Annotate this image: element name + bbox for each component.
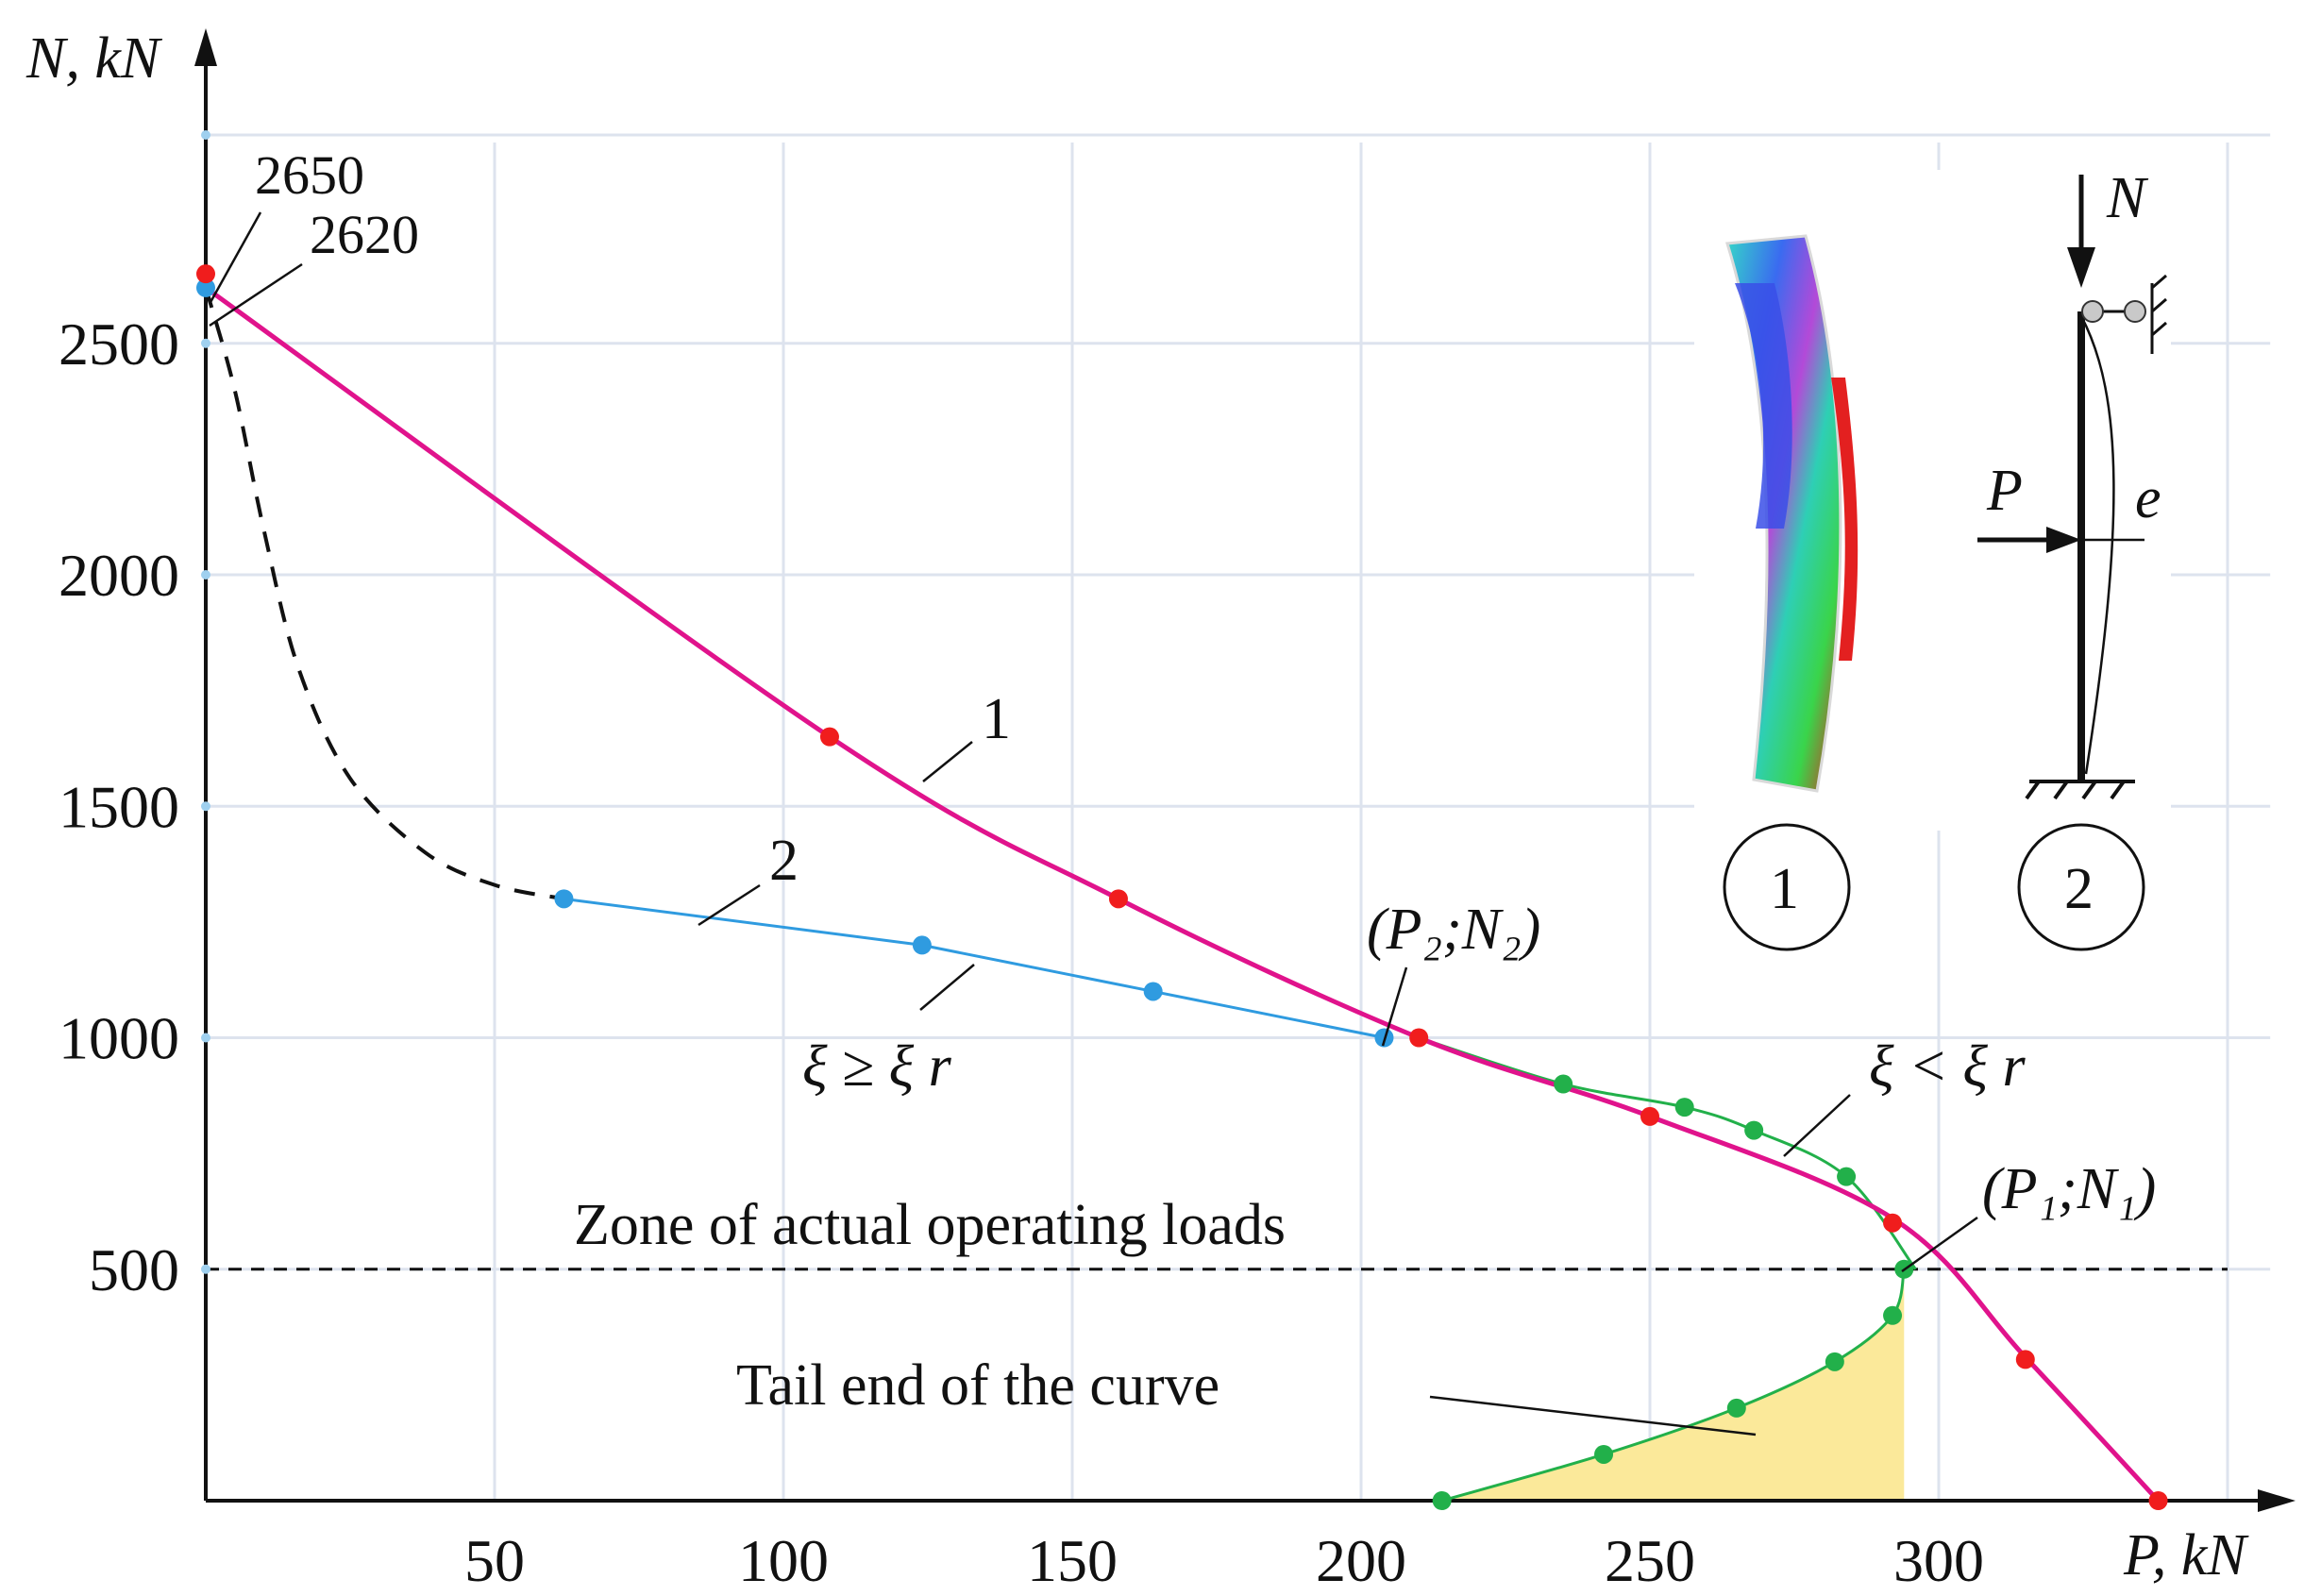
- data-point-green-tail: [1726, 1398, 1746, 1418]
- y-tick-dot: [201, 1264, 210, 1274]
- x-tick-label: 300: [1893, 1527, 1984, 1594]
- leader-xi-ge: [919, 964, 975, 1011]
- leader-tail: [1429, 1395, 1757, 1436]
- data-point-green-upper: [1674, 1098, 1694, 1117]
- scheme-deflected-shape: [2079, 315, 2115, 775]
- data-point-1: [2148, 1491, 2168, 1510]
- y-axis-arrow: [194, 28, 217, 66]
- label-p1n1: (P₁;N₁): [1982, 1157, 2156, 1221]
- data-point-1: [1409, 1028, 1429, 1048]
- label-curve-2: 2: [769, 829, 799, 893]
- y-tick-label: 500: [89, 1236, 179, 1303]
- label-2650: 2650: [255, 144, 364, 206]
- y-tick-label: 1000: [59, 1005, 179, 1072]
- scheme-P-arrowhead-icon: [2046, 527, 2081, 553]
- label-p2n2: (P₂;N₂): [1367, 898, 1540, 962]
- y-tick-label: 2000: [59, 542, 179, 609]
- scheme-e-label: e: [2135, 466, 2161, 530]
- fea-red-strip: [1831, 378, 1858, 661]
- leader-p1n1: [1901, 1216, 1978, 1273]
- series-line-green-upper: [1418, 1036, 1917, 1270]
- data-point-1: [1108, 889, 1128, 909]
- y-tick-dot: [201, 338, 210, 348]
- leader-2620: [209, 262, 303, 328]
- leader-curve1: [922, 741, 973, 782]
- series-markers: [196, 264, 2168, 1510]
- y-tick-label: 1500: [59, 773, 179, 840]
- label-xi-ge: ξ ≥ ξ r: [802, 1034, 952, 1099]
- leader-2650: [208, 211, 262, 305]
- scheme-N-arrowhead-icon: [2067, 247, 2095, 288]
- y-tick-dot: [201, 130, 210, 141]
- data-point-1: [196, 264, 215, 284]
- data-point-green-tail: [1883, 1305, 1903, 1325]
- data-point-green-upper: [1554, 1074, 1573, 1094]
- data-point-green-tail: [1594, 1444, 1614, 1464]
- x-axis-arrow: [2258, 1489, 2296, 1512]
- x-tick-label: 200: [1316, 1527, 1406, 1594]
- label-zone: Zone of actual operating loads: [574, 1193, 1286, 1257]
- data-point-1: [819, 727, 839, 747]
- data-point-1: [2015, 1350, 2035, 1369]
- y-tick-label: 2500: [59, 311, 179, 378]
- scheme-P-label: P: [1986, 459, 2023, 523]
- y-tick-dot: [201, 801, 210, 812]
- data-point-green-upper: [1744, 1120, 1764, 1140]
- tail-end-shaded-area: [1441, 1268, 1905, 1501]
- leader-curve2: [698, 883, 761, 927]
- scheme-top-support: [2150, 274, 2167, 354]
- label-curve-1: 1: [982, 687, 1011, 751]
- y-tick-dot: [201, 1033, 210, 1043]
- scheme-background: [1888, 170, 2171, 831]
- data-point-2: [1143, 982, 1163, 1001]
- series-line-dashed: [204, 287, 564, 901]
- x-axis-title: P, kN: [2123, 1523, 2249, 1588]
- leader-xi-lt: [1783, 1094, 1851, 1157]
- inset-1-number: 1: [1770, 857, 1799, 921]
- x-tick-label: 50: [464, 1527, 525, 1594]
- label-xi-lt: ξ < ξ r: [1869, 1034, 2026, 1099]
- data-point-green-tail: [1825, 1352, 1844, 1371]
- y-axis-title: N, kN: [25, 26, 163, 91]
- inset-design-scheme: N P e 2: [1888, 166, 2171, 951]
- data-point-1: [1883, 1213, 1903, 1233]
- data-point-green-upper: [1837, 1167, 1857, 1186]
- scheme-hinge-left: [2081, 300, 2104, 323]
- data-point-1: [1640, 1106, 1659, 1126]
- data-point-2: [912, 935, 932, 955]
- x-tick-label: 100: [738, 1527, 829, 1594]
- fea-blue-zone: [1735, 283, 1792, 529]
- leader-p2n2: [1381, 966, 1408, 1047]
- x-tick-label: 250: [1605, 1527, 1695, 1594]
- inset-2-circle: [2017, 823, 2145, 951]
- scheme-base-support: [2025, 780, 2135, 800]
- y-tick-dot: [201, 570, 210, 580]
- label-tail: Tail end of the curve: [736, 1353, 1219, 1418]
- inset-2-number: 2: [2064, 857, 2094, 921]
- data-point-2: [554, 889, 574, 909]
- label-2620: 2620: [310, 204, 419, 265]
- inset-1-circle: [1723, 823, 1851, 951]
- data-point-green-tail: [1432, 1491, 1452, 1510]
- scheme-N-label: N: [2106, 166, 2149, 230]
- data-point-dashed: [196, 277, 215, 297]
- scheme-hinge-right: [2124, 300, 2146, 323]
- tick-labels: 50 100 150 200 250 300 500 1000 1500 2000 2500: [59, 130, 1984, 1594]
- annotation-leaders: [208, 211, 1978, 1436]
- x-tick-label: 150: [1027, 1527, 1118, 1594]
- inset-fea-model: 1: [1694, 189, 1897, 951]
- series-line-2: [563, 897, 1385, 1039]
